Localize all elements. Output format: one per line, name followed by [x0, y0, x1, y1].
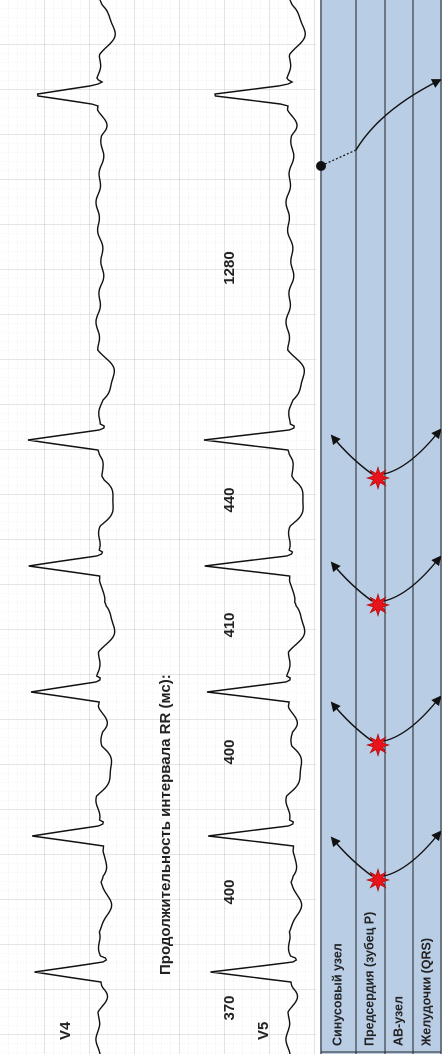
rr-value: 370 [221, 995, 238, 1020]
sinus-node [316, 161, 326, 171]
ecg-figure: V4 V5 Продолжительность интервала RR (мс):… [0, 0, 442, 1054]
ectopic-focus [367, 734, 389, 756]
rr-value: 1280 [221, 251, 238, 284]
ectopic-focus [367, 467, 389, 489]
ladder-background [320, 0, 442, 1054]
lead-label: V5 [255, 1022, 272, 1040]
ladder-label: АВ-узел [391, 996, 405, 1046]
lead-label: V4 [57, 1021, 74, 1040]
rr-title: Продолжительность интервала RR (мс): [157, 674, 174, 975]
ladder-label: Синусовый узел [330, 943, 344, 1046]
ladder-label: Предсердия (зубец P) [362, 912, 376, 1046]
rr-value: 400 [221, 739, 238, 764]
rr-value: 410 [221, 612, 238, 637]
ectopic-focus [367, 594, 389, 616]
rr-value: 400 [221, 879, 238, 904]
ladder-label: Желудочки (QRS) [419, 938, 433, 1047]
ectopic-focus [367, 869, 389, 891]
rr-value: 440 [221, 487, 238, 512]
